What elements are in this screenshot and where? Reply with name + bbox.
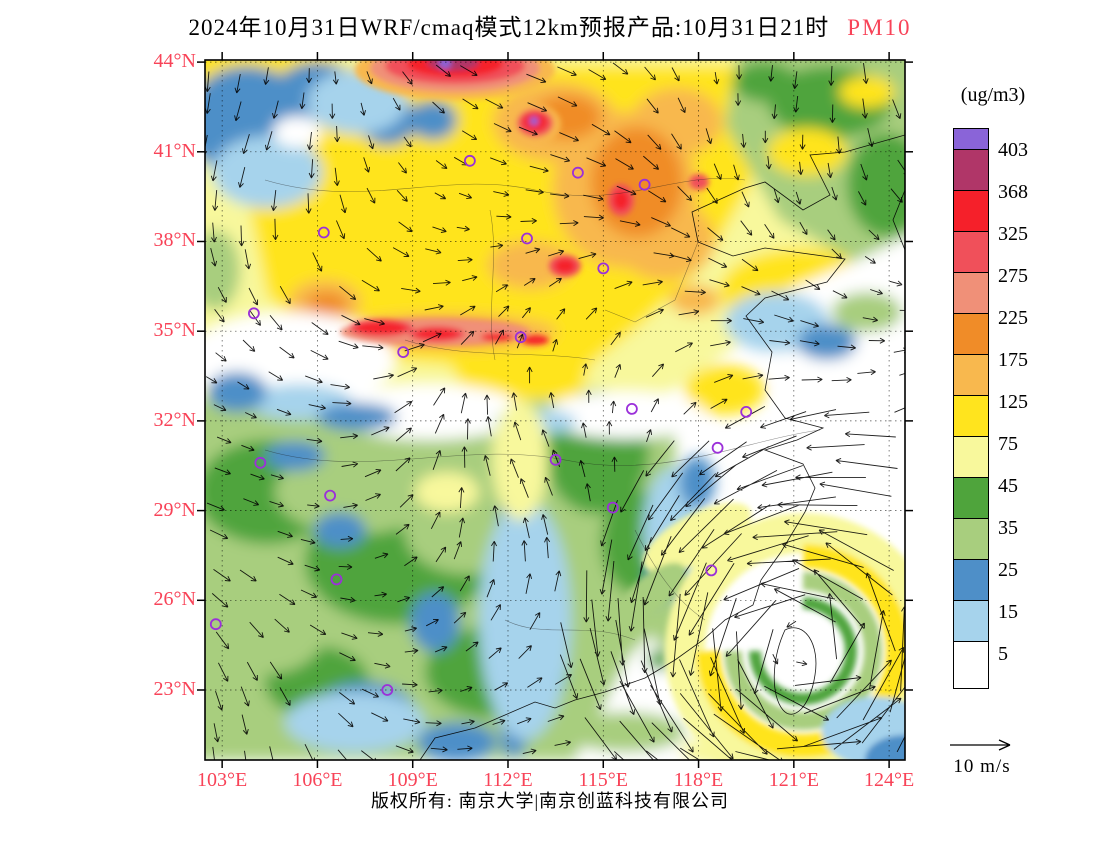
colorbar-cell [953,272,989,314]
lon-label: 112°E [483,769,533,791]
typhoon-swirl [620,502,905,760]
lat-label: 26°N [153,588,196,611]
lat-label: 23°N [153,677,196,700]
colorbar-tick-label: 368 [998,181,1028,203]
title-text: 2024年10月31日WRF/cmaq模式12km预报产品:10月31日21时 [188,15,830,40]
lat-label: 44°N [153,50,196,73]
graticule-lines [205,60,905,760]
colorbar-tick-label: 15 [998,601,1018,623]
colorbar-cell [953,231,989,273]
pm10-hotspots [340,60,709,346]
axis-ticks [197,52,913,768]
colorbar-cell [953,190,989,232]
colorbar-cell [953,313,989,355]
lon-label: 124°E [864,769,915,791]
colorbar-tick-label: 175 [998,349,1028,371]
lat-label: 32°N [153,408,196,431]
colorbar-tick-label: 45 [998,475,1018,497]
lon-label: 109°E [387,769,438,791]
lon-label: 103°E [197,769,248,791]
colorbar [953,128,989,689]
colorbar-cell [953,128,989,150]
colorbar-cell [953,641,989,689]
colorbar-tick-label: 325 [998,223,1028,245]
colorbar-cell [953,354,989,396]
copyright-footer: 版权所有: 南京大学|南京创蓝科技有限公司 [370,791,730,811]
lat-label: 41°N [153,139,196,162]
colorbar-tick-label: 35 [998,517,1018,539]
coastline [419,134,905,760]
colorbar-tick-label: 225 [998,307,1028,329]
colorbar-unit: (ug/m3) [960,84,1026,106]
colorbar-cell [953,518,989,560]
forecast-map [197,52,913,768]
colorbar-cell [953,600,989,642]
wind-arrows [205,62,905,760]
colorbar-tick-label: 403 [998,139,1028,161]
colorbar-tick-label: 25 [998,559,1018,581]
wind-reference-label: 10 m/s [953,756,1011,777]
colorbar-tick-label: 75 [998,433,1018,455]
province-borders [264,178,821,641]
colorbar-cell [953,149,989,191]
colorbar-cell [953,477,989,519]
colorbar-cell [953,559,989,601]
lon-label: 121°E [768,769,819,791]
pm10-field [205,60,905,760]
colorbar-tick-label: 5 [998,643,1008,665]
lon-label: 118°E [673,769,724,791]
lon-label: 106°E [292,769,343,791]
colorbar-tick-label: 275 [998,265,1028,287]
map-frame [204,59,906,761]
lat-label: 29°N [153,498,196,521]
colorbar-cell [953,395,989,437]
wind-reference-arrow [950,739,1011,751]
colorbar-tick-label: 125 [998,391,1028,413]
lat-label: 35°N [153,319,196,342]
pollutant-label: PM10 [847,15,912,40]
station-markers [209,154,753,696]
lon-label: 115°E [578,769,628,791]
lat-label: 38°N [153,229,196,252]
page-title: 2024年10月31日WRF/cmaq模式12km预报产品:10月31日21时 P… [0,8,1100,42]
colorbar-cell [953,436,989,478]
